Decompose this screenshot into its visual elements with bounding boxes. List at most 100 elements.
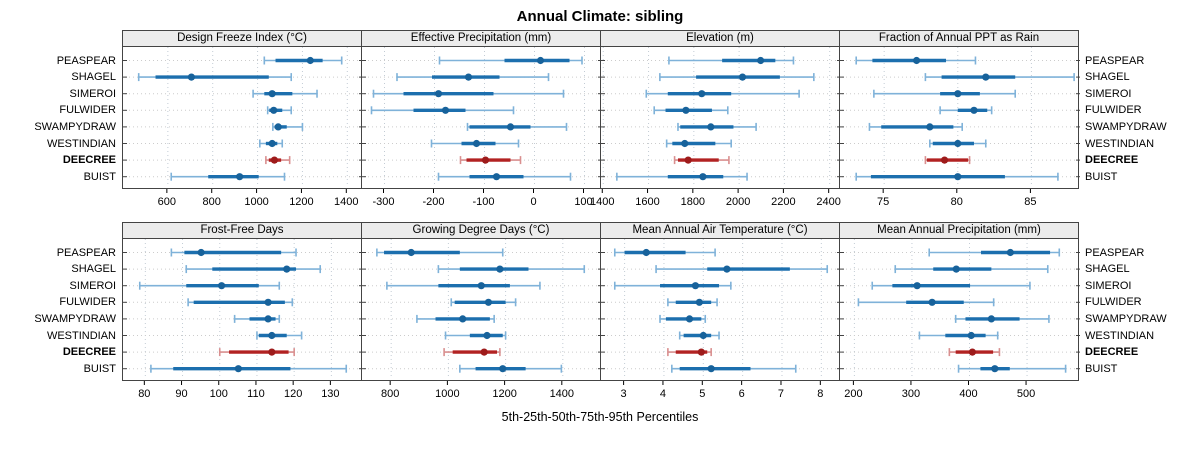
median-dot — [480, 348, 488, 356]
series-shagel — [659, 73, 815, 82]
series-shagel — [396, 73, 550, 82]
panel-plot-svg — [362, 47, 602, 187]
axis-tick-label: 1200 — [492, 388, 516, 400]
median-dot — [268, 139, 276, 148]
series-deecree — [443, 348, 501, 357]
series-simeroi — [252, 89, 318, 98]
median-dot — [274, 123, 282, 131]
panel-header: Design Freeze Index (°C) — [122, 30, 362, 47]
panel-axis: 80 90 100 110 120 130 — [122, 381, 362, 403]
series-deecree — [459, 156, 522, 165]
median-dot — [695, 298, 703, 306]
series-buist — [170, 172, 286, 181]
panel-plot — [600, 239, 841, 381]
series-shagel — [894, 265, 1049, 274]
series-fulwider — [939, 106, 993, 115]
median-dot — [268, 90, 276, 98]
panel-header: Effective Precipitation (mm) — [361, 30, 601, 47]
axis-tick-label: 800 — [203, 196, 221, 208]
panel-header: Fraction of Annual PPT as Rain — [839, 30, 1079, 47]
median-dot — [940, 156, 949, 164]
median-dot — [987, 315, 995, 323]
series-westindian — [929, 139, 987, 148]
panel-axis: 1400 1600 1800 2000 2200 2400 — [590, 189, 841, 211]
series-simeroi — [871, 281, 1031, 290]
panel-plot-svg — [840, 239, 1080, 379]
site-label-peaspear: PEASPEAR — [1085, 246, 1145, 259]
site-label-shagel: SHAGEL — [1085, 263, 1130, 276]
site-label-shagel: SHAGEL — [1085, 71, 1130, 84]
series-buist — [855, 172, 1059, 181]
axis-tick-label: 2000 — [726, 196, 750, 208]
panel-fraction-of-annual-ppt-as-rain: Fraction of Annual PPT as Rain 75 80 85 — [839, 30, 1080, 211]
median-dot — [913, 282, 921, 290]
median-dot — [484, 298, 493, 306]
series-swampydraw — [416, 314, 495, 323]
axis-tick-label: 7 — [778, 388, 784, 400]
panel-axis: 3 4 5 6 7 8 — [600, 381, 840, 403]
median-dot — [506, 123, 515, 131]
median-dot — [270, 106, 278, 114]
series-deecree — [924, 156, 971, 165]
median-dot — [954, 139, 962, 148]
median-dot — [967, 331, 975, 340]
median-dot — [268, 331, 276, 340]
site-label-fulwider: FULWIDER — [59, 104, 116, 117]
series-peaspear — [438, 56, 583, 65]
panel-axis-svg: 1400 1600 1800 2000 2200 2400 — [590, 189, 841, 208]
site-labels-right-row1: PEASPEAR SHAGEL SIMEROI FULWIDER SWAMPYDRAW W… — [1079, 30, 1197, 189]
median-dot — [991, 365, 999, 373]
series-simeroi — [613, 281, 732, 290]
median-dot — [536, 56, 545, 65]
site-label-westindian: WESTINDIAN — [1085, 137, 1155, 150]
series-shagel — [185, 265, 322, 274]
series-peaspear — [263, 56, 343, 65]
median-dot — [477, 282, 485, 290]
panel-mean-annual-air-temperature-c-: Mean Annual Air Temperature (°C) 3 4 5 6 7 8 — [600, 222, 841, 403]
median-dot — [264, 298, 272, 306]
median-dot — [723, 265, 731, 273]
series-shagel — [924, 73, 1075, 82]
series-westindian — [256, 331, 303, 340]
axis-tick-label: 120 — [284, 388, 302, 400]
axis-tick-label: 85 — [1024, 196, 1036, 208]
series-deecree — [218, 348, 295, 357]
series-simeroi — [645, 89, 800, 98]
panel-axis: 600 800 1000 1200 1400 — [122, 189, 362, 211]
median-dot — [685, 315, 694, 323]
series-fulwider — [450, 298, 517, 307]
series-deecree — [265, 156, 291, 165]
panel-header: Frost-Free Days — [122, 222, 362, 239]
panel-frost-free-days: Frost-Free Days 80 90 100 110 120 130 — [122, 222, 363, 403]
site-label-buist: BUIST — [83, 170, 116, 183]
site-label-westindian: WESTINDIAN — [1085, 329, 1155, 342]
panel-axis: 800 1000 1200 1400 — [361, 381, 601, 403]
series-westindian — [444, 331, 507, 340]
axis-tick-label: 4 — [660, 388, 666, 400]
panel-plot — [839, 47, 1080, 189]
series-shagel — [137, 73, 293, 82]
median-dot — [954, 173, 962, 181]
axis-tick-label: 8 — [817, 388, 823, 400]
axis-tick-label: 80 — [951, 196, 963, 208]
series-simeroi — [873, 89, 1017, 98]
median-dot — [218, 282, 226, 290]
axis-tick-label: 110 — [247, 388, 265, 400]
series-shagel — [655, 265, 829, 274]
site-label-deecree: DEECREE — [1085, 154, 1139, 167]
median-dot — [738, 73, 747, 81]
site-label-buist: BUIST — [83, 362, 116, 375]
series-buist — [616, 172, 748, 181]
median-dot — [757, 56, 765, 65]
site-label-shagel: SHAGEL — [71, 71, 116, 84]
site-label-simeroi: SIMEROI — [69, 87, 116, 100]
median-dot — [481, 156, 490, 164]
series-peaspear — [170, 248, 297, 257]
series-buist — [459, 364, 563, 373]
axis-tick-label: -200 — [422, 196, 444, 208]
median-dot — [952, 265, 960, 273]
panel-axis-svg: 200 300 400 500 — [844, 381, 1035, 400]
median-dot — [407, 248, 415, 257]
axis-tick-label: 1200 — [289, 196, 313, 208]
